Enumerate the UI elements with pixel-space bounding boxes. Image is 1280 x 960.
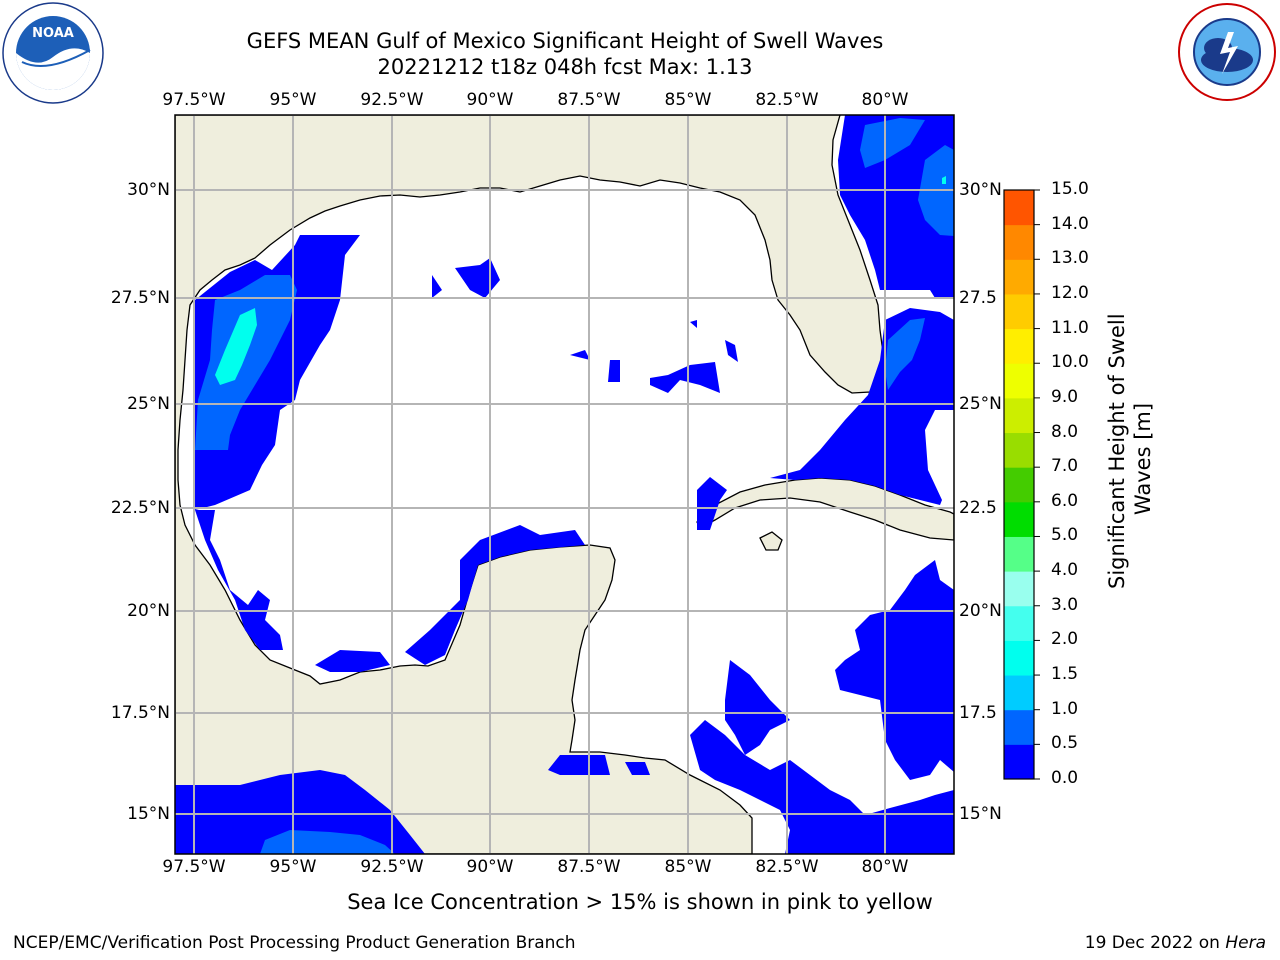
colorbar-tick-label: 1.0 bbox=[1051, 698, 1079, 719]
colorbar-tick-label: 5.0 bbox=[1051, 525, 1079, 546]
colorbar-tick-label: 3.0 bbox=[1051, 594, 1079, 615]
chart-subtitle: 20221212 t18z 048h fcst Max: 1.13 bbox=[377, 55, 753, 79]
lat-label-left: 22.5°N bbox=[110, 498, 170, 518]
colorbar-tick-label: 0.5 bbox=[1051, 733, 1079, 754]
nws-logo-graphic bbox=[1178, 3, 1276, 101]
lon-label-bottom: 87.5°W bbox=[557, 857, 621, 877]
colorbar-segment bbox=[1004, 224, 1034, 260]
footer-date-text: 19 Dec 2022 on bbox=[1084, 933, 1226, 953]
colorbar-tick-label: 13.0 bbox=[1051, 248, 1089, 269]
lon-label-bottom: 92.5°W bbox=[360, 857, 424, 877]
land-isla-de-la-juventud bbox=[759, 531, 783, 551]
sea-ice-note: Sea Ice Concentration > 15% is shown in … bbox=[347, 890, 933, 914]
colorbar-tick-label: 1.5 bbox=[1051, 664, 1079, 685]
lat-label-right: 30°N bbox=[959, 180, 1002, 200]
colorbar-segment bbox=[1004, 397, 1034, 434]
lat-label-left: 30°N bbox=[127, 180, 170, 200]
lat-label-left: 15°N bbox=[127, 804, 170, 824]
map-area bbox=[175, 115, 954, 854]
lat-label-left: 27.5°N bbox=[110, 288, 170, 308]
colorbar bbox=[1003, 189, 1040, 780]
lon-label-top: 95°W bbox=[269, 90, 317, 110]
colorbar-segment bbox=[1004, 467, 1034, 503]
lon-label-bottom: 97.5°W bbox=[162, 857, 226, 877]
lon-label-top: 97.5°W bbox=[162, 90, 226, 110]
colorbar-segment bbox=[1004, 190, 1034, 226]
lat-label-left: 20°N bbox=[127, 601, 170, 621]
colorbar-title: Significant Height of Swell Waves [m] bbox=[1104, 313, 1156, 589]
map-frame bbox=[174, 114, 955, 855]
colorbar-title-line1: Significant Height of Swell bbox=[1105, 313, 1129, 589]
lon-label-bottom: 80°W bbox=[861, 857, 909, 877]
colorbar-segment bbox=[1004, 328, 1034, 364]
colorbar-tick-label: 11.0 bbox=[1051, 317, 1089, 338]
colorbar-title-line2: Waves [m] bbox=[1131, 402, 1155, 516]
chart-title: GEFS MEAN Gulf of Mexico Significant Hei… bbox=[246, 29, 884, 53]
lat-label-right: 27.5 bbox=[959, 288, 997, 308]
colorbar-segment bbox=[1004, 501, 1034, 537]
lon-label-top: 85°W bbox=[664, 90, 712, 110]
footer-host: Hera bbox=[1225, 933, 1266, 953]
colorbar-tick-label: 2.0 bbox=[1051, 629, 1079, 650]
lon-label-top: 87.5°W bbox=[557, 90, 621, 110]
lat-label-right: 20°N bbox=[959, 601, 1002, 621]
lon-label-bottom: 95°W bbox=[269, 857, 317, 877]
colorbar-tick-label: 4.0 bbox=[1051, 560, 1079, 581]
lon-label-bottom: 85°W bbox=[664, 857, 712, 877]
colorbar-frame bbox=[1003, 189, 1035, 780]
colorbar-segment bbox=[1004, 293, 1034, 330]
land-cuba bbox=[696, 477, 954, 541]
lon-label-top: 92.5°W bbox=[360, 90, 424, 110]
noaa-logo-text: NOAA bbox=[32, 26, 74, 41]
nws-logo bbox=[1176, 2, 1278, 102]
colorbar-tick-label: 15.0 bbox=[1051, 179, 1089, 199]
lon-label-top: 82.5°W bbox=[755, 90, 819, 110]
noaa-logo-graphic bbox=[2, 2, 104, 104]
lon-label-top: 90°W bbox=[466, 90, 514, 110]
colorbar-segment bbox=[1004, 744, 1034, 780]
colorbar-segment bbox=[1004, 363, 1034, 399]
colorbar-tick-label: 9.0 bbox=[1051, 386, 1079, 407]
colorbar-tick-label: 8.0 bbox=[1051, 421, 1079, 442]
land-north-america bbox=[175, 115, 885, 854]
colorbar-segment bbox=[1004, 259, 1034, 295]
colorbar-tick-label: 14.0 bbox=[1051, 213, 1089, 234]
footer-date: 19 Dec 2022 on Hera bbox=[1085, 933, 1266, 953]
lat-label-left: 25°N bbox=[127, 394, 170, 414]
colorbar-segment bbox=[1004, 605, 1034, 641]
lat-label-right: 22.5 bbox=[959, 498, 997, 518]
colorbar-segment bbox=[1004, 432, 1034, 468]
colorbar-segment bbox=[1004, 640, 1034, 676]
colorbar-tick-label: 7.0 bbox=[1051, 456, 1079, 477]
colorbar-segment bbox=[1004, 536, 1034, 572]
lat-label-right: 17.5 bbox=[959, 703, 997, 723]
colorbar-tick-label: 12.0 bbox=[1051, 282, 1089, 303]
colorbar-tick-label: 10.0 bbox=[1051, 352, 1089, 373]
lat-label-right: 15°N bbox=[959, 804, 1002, 824]
graticule bbox=[175, 115, 954, 854]
lon-label-top: 80°W bbox=[861, 90, 909, 110]
lon-label-bottom: 90°W bbox=[466, 857, 514, 877]
colorbar-segment bbox=[1004, 571, 1034, 607]
lat-label-right: 25°N bbox=[959, 394, 1002, 414]
noaa-logo: NOAA bbox=[2, 2, 104, 104]
colorbar-tick-label: 6.0 bbox=[1051, 490, 1079, 511]
swell-height-1.0-1.5 bbox=[215, 176, 946, 385]
colorbar-segment bbox=[1004, 709, 1034, 745]
colorbar-tick-label: 0.0 bbox=[1051, 768, 1079, 788]
colorbar-segment bbox=[1004, 675, 1034, 711]
lat-label-left: 17.5°N bbox=[110, 703, 170, 723]
lon-label-bottom: 82.5°W bbox=[755, 857, 819, 877]
footer-branch: NCEP/EMC/Verification Post Processing Pr… bbox=[13, 933, 576, 953]
